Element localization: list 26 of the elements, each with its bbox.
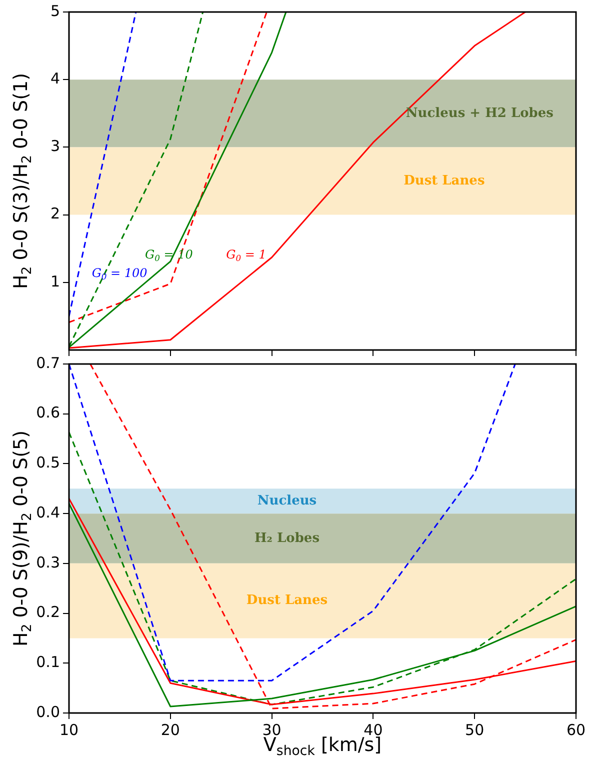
y-tick-label: 0.1 (36, 653, 60, 672)
x-tick-label: 10 (59, 720, 79, 739)
band-label: H₂ Lobes (254, 530, 320, 546)
band-label: Nucleus + H2 Lobes (406, 106, 554, 121)
y-tick-label: 5 (50, 2, 60, 20)
y-axis-title: H2 0-0 S(9)/H2 0-0 S(5) (10, 430, 36, 647)
y-tick-label: 0.2 (36, 603, 60, 622)
band-label: Nucleus (257, 493, 317, 508)
y-tick-label: 0.7 (36, 354, 60, 372)
y-tick-label: 0.4 (36, 503, 60, 522)
y-tick-label: 2 (50, 204, 60, 223)
y-tick-label: 4 (50, 69, 60, 88)
y-tick-label: 1 (50, 272, 60, 290)
y-tick-label: 0.3 (36, 553, 60, 572)
line-series (69, 432, 576, 706)
x-tick-label: 60 (566, 720, 586, 739)
x-tick-label: 20 (160, 720, 180, 739)
band-label: Dust Lanes (246, 593, 328, 608)
line-series (69, 364, 516, 682)
y-tick-label: 3 (50, 137, 60, 156)
y-tick-label: 0.5 (36, 454, 60, 472)
x-tick-label: 50 (465, 720, 484, 739)
y-axis-title: H2 0-0 S(3)/H2 0-0 S(1) (10, 72, 36, 290)
y-tick-label: 0.0 (36, 702, 60, 721)
band-label: Dust Lanes (404, 173, 485, 188)
y-tick-label: 0.6 (36, 404, 60, 422)
